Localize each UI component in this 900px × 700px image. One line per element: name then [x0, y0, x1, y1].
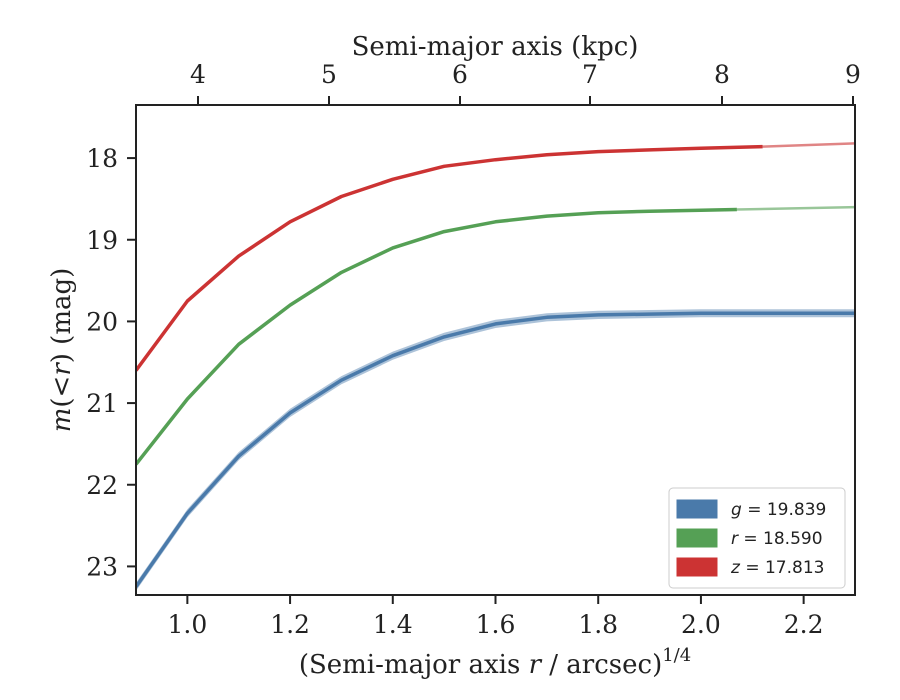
y-tick-label: 22: [86, 471, 118, 500]
legend-swatch-z: [676, 557, 718, 577]
legend-label-g: g = 19.839: [731, 500, 826, 520]
series-g-line: [136, 311, 855, 588]
top-axis-title: Semi-major axis (kpc): [352, 32, 639, 62]
y-tick-label: 20: [86, 307, 118, 336]
legend-label-r: r = 18.590: [731, 529, 823, 549]
x-tick-label: 1.6: [476, 610, 516, 639]
series-r-extension-line: [736, 205, 855, 211]
series-r-line: [136, 207, 737, 466]
top-tick-label: 9: [845, 60, 861, 89]
x-axis-title: (Semi-major axis r / arcsec)1/4: [299, 645, 691, 680]
x-tick-label: 2.0: [681, 610, 721, 639]
y-axis-title: m(<r) (mag): [47, 268, 77, 433]
legend-swatch-r: [676, 528, 718, 548]
y-tick-label: 18: [86, 144, 118, 173]
x-tick-label: 1.4: [373, 610, 413, 639]
y-tick-label: 19: [86, 226, 118, 255]
y-tick-label: 23: [86, 552, 118, 581]
series-z-extension-line: [762, 142, 855, 148]
y-tick-label: 21: [86, 389, 118, 418]
top-tick-label: 5: [321, 60, 337, 89]
top-tick-label: 7: [582, 60, 598, 89]
top-tick-label: 6: [452, 60, 468, 89]
legend-swatch-g: [676, 499, 718, 519]
top-tick-label: 8: [714, 60, 730, 89]
x-tick-label: 1.8: [578, 610, 618, 639]
legend-label-z: z = 17.813: [730, 558, 824, 578]
x-tick-label: 2.2: [784, 610, 824, 639]
top-tick-label: 4: [190, 60, 206, 89]
series-z-line: [136, 144, 763, 372]
x-tick-label: 1.0: [167, 610, 207, 639]
x-tick-label: 1.2: [270, 610, 310, 639]
